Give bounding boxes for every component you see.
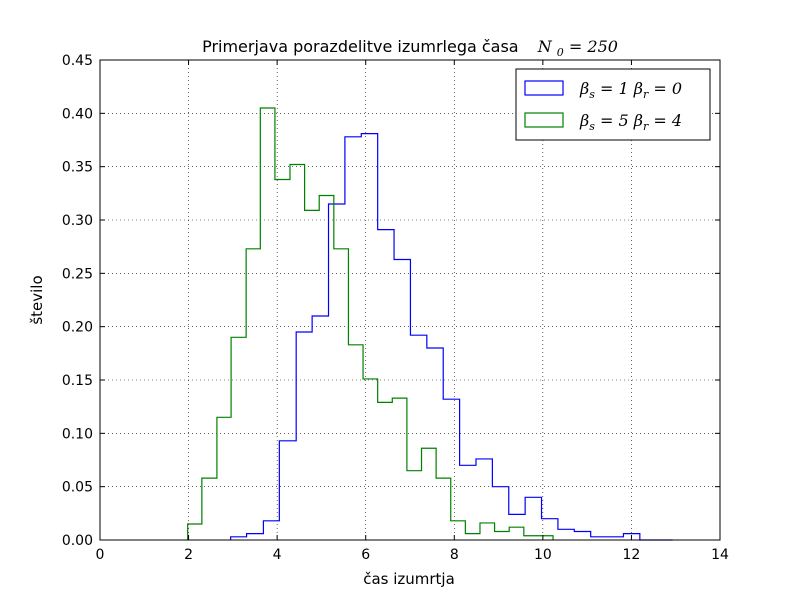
- series-1-histogram: [230, 133, 673, 541]
- x-tick-label: 8: [450, 547, 459, 563]
- legend-label-2: βs = 5 βr = 4: [579, 111, 682, 133]
- x-tick-label: 2: [184, 547, 193, 563]
- x-tick-label: 0: [96, 547, 105, 563]
- plot-frame: [99, 59, 721, 541]
- legend-label-1: βs = 1 βr = 0: [579, 79, 682, 101]
- y-tick-label: 0.20: [62, 320, 93, 336]
- x-tick-label: 10: [534, 547, 552, 563]
- ticks: 0 2 4 6 8 10 12 14 0.00 0.05 0.10 0.15 0.20 0.25 0.30 0…: [62, 53, 729, 563]
- y-tick-label: 0.30: [62, 213, 93, 229]
- chart-title: Primerjava porazdelitve izumrlega časa N…: [202, 37, 618, 60]
- legend-swatch-1: [524, 80, 564, 96]
- y-tick-label: 0.15: [62, 373, 93, 389]
- y-tick-label: 0.05: [62, 480, 93, 496]
- y-axis-label: število: [28, 275, 46, 324]
- series-group: [187, 107, 673, 541]
- x-tick-label: 6: [361, 547, 370, 563]
- y-tick-label: 0.45: [62, 53, 93, 69]
- y-tick-label: 0.35: [62, 160, 93, 176]
- x-tick-label: 14: [711, 547, 729, 563]
- x-tick-label: 12: [623, 547, 641, 563]
- y-tick-label: 0.10: [62, 426, 93, 442]
- y-tick-label: 0.00: [62, 533, 93, 549]
- x-axis-label: čas izumrtja: [363, 570, 455, 588]
- legend: βs = 1 βr = 0 βs = 5 βr = 4: [515, 68, 711, 141]
- legend-swatch-2: [524, 112, 564, 128]
- y-tick-label: 0.25: [62, 266, 93, 282]
- x-tick-label: 4: [273, 547, 282, 563]
- y-tick-label: 0.40: [62, 106, 93, 122]
- series-2-histogram: [187, 107, 554, 540]
